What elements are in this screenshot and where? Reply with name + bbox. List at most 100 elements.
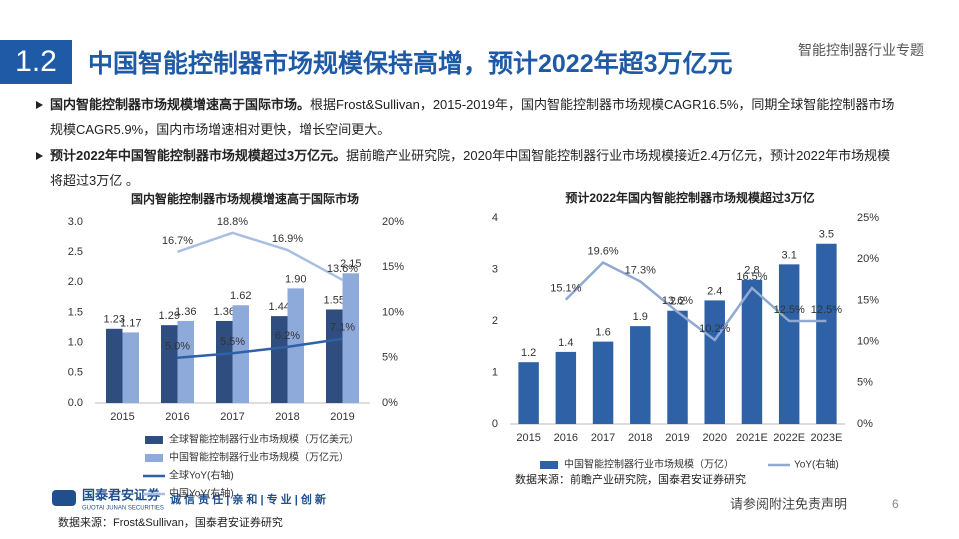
legend-swatch [145,454,163,462]
y-tick-label: 0 [492,418,498,430]
disclaimer: 请参阅附注免责声明 [730,496,847,511]
bar-label: 1.44 [269,301,290,313]
legend-swatch [540,461,558,469]
chart-source: 数据来源：前瞻产业研究院，国泰君安证券研究 [515,472,746,486]
y2-tick-label: 15% [857,294,879,306]
bar [271,316,288,403]
page-number: 6 [892,497,899,511]
line-label: 7.1% [330,322,355,334]
logo-icon [52,490,76,506]
bar [177,320,194,403]
line-label: 12.5% [774,304,805,316]
y2-tick-label: 5% [382,352,398,364]
bar-label: 1.6 [595,327,610,339]
bar-label: 3.1 [782,249,797,261]
bar-label: 1.90 [285,273,306,285]
line [177,231,344,282]
bar-label: 1.36 [175,306,196,318]
legend-swatch [145,436,163,444]
bar [555,351,577,424]
y-tick-label: 0.0 [68,397,83,409]
legend-label: 中国智能控制器行业市场规模（万亿） [564,458,734,471]
legend-label: 全球智能控制器行业市场规模（万亿美元） [169,433,359,446]
legend-label: YoY(右轴) [794,458,839,471]
bar-label: 1.55 [324,294,345,306]
bar-label: 1.17 [120,317,141,329]
y-tick-label: 0.5 [68,367,83,379]
bar [778,264,800,424]
x-tick-label: 2015 [110,411,134,423]
bar-label: 1.9 [633,311,648,323]
x-tick-label: 2017 [591,432,615,444]
x-tick-label: 2019 [665,432,689,444]
line-label: 16.5% [736,271,767,283]
bar-label: 2.15 [340,258,361,270]
y-tick-label: 2.0 [68,276,83,288]
legend-label: 中国YoY(右轴) [169,487,234,500]
chart-title: 国内智能控制器市场规模增速高于国际市场 [131,191,359,206]
y2-tick-label: 25% [857,212,879,224]
bar-label: 1.62 [230,290,251,302]
chart-source: 数据来源：Frost&Sullivan，国泰君安证券研究 [58,515,283,529]
bar-label: 1.4 [558,337,573,349]
line-label: 12.5% [811,304,842,316]
slide-title: 中国智能控制器市场规模保持高增，预计2022年超3万亿元 [88,50,733,78]
bar-label: 3.5 [819,229,834,241]
line-label: 17.3% [625,264,656,276]
logo-en: GUOTAI JUNAN SECURITIES [82,506,164,512]
line [177,337,343,359]
x-tick-label: 2022E [773,432,805,444]
y2-tick-label: 10% [857,336,879,348]
bar [592,341,614,424]
legend-label: 全球YoY(右轴) [169,469,234,482]
x-tick-label: 2021E [736,432,768,444]
bar-label: 1.2 [521,347,536,359]
bar [326,309,343,403]
line [564,260,827,342]
bar [161,325,178,403]
bar [667,310,688,424]
bar-label: 1.36 [214,306,235,318]
line-label: 5.5% [220,336,245,348]
bar [106,328,123,403]
bullet: 国内智能控制器市场规模增速高于国际市场。根据Frost&Sullivan，201… [36,92,900,142]
chart-title: 预计2022年国内智能控制器市场规模超过3万亿 [565,190,814,205]
y-tick-label: 1.0 [68,337,83,349]
y2-tick-label: 10% [382,306,404,318]
x-tick-label: 2020 [702,432,726,444]
logo-text: 国泰君安证券 [82,487,161,502]
x-tick-label: 2017 [220,411,244,423]
bar [232,305,249,403]
x-tick-label: 2015 [516,432,540,444]
y-tick-label: 2 [492,315,498,327]
bullet: 预计2022年中国智能控制器市场规模超过3万亿元。据前瞻产业研究院，2020年中… [36,143,900,193]
bullet-bold: 国内智能控制器市场规模增速高于国际市场。 [50,97,311,112]
line-label: 16.7% [162,235,193,247]
y-tick-label: 1 [492,366,498,378]
bar [518,362,539,424]
line-label: 13.6% [327,263,358,275]
report-tag: 智能控制器行业专题 [798,42,924,58]
bar [741,279,763,424]
section-number: 1.2 [0,40,72,84]
y2-tick-label: 20% [382,216,404,228]
x-tick-label: 2016 [554,432,578,444]
bar [122,332,139,403]
slogan: 诚 信 责 任 | 亲 和 | 专 业 | 创 新 [170,492,326,506]
y-tick-label: 4 [492,212,498,224]
line-label: 18.8% [217,216,248,228]
bar [704,300,725,424]
bar-label: 1.23 [104,314,125,326]
line-label: 15.1% [550,282,581,294]
bullet-text: 根据Frost&Sullivan，2015-2019年，国内智能控制器市场规模C… [50,97,895,137]
line-label: 19.6% [587,245,618,257]
line-label: 6.2% [275,330,300,342]
x-tick-label: 2018 [628,432,652,444]
bullet-bold: 预计2022年中国智能控制器市场规模超过3万亿元。 [50,148,347,163]
y2-tick-label: 5% [857,377,873,389]
y-tick-label: 3.0 [68,216,83,228]
y-tick-label: 3 [492,263,498,275]
line-label: 13.6% [662,295,693,307]
